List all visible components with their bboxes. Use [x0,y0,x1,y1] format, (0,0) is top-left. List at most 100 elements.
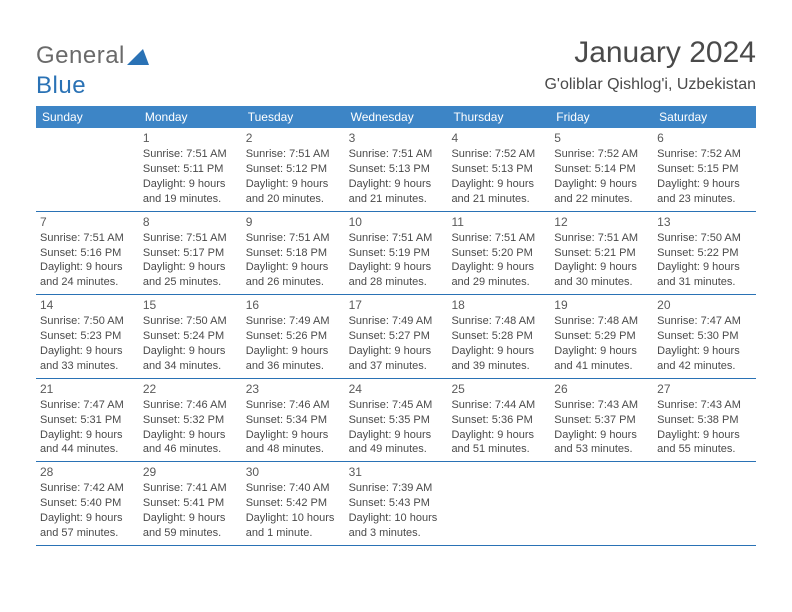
daylight-text: Daylight: 9 hours and 21 minutes. [451,177,546,207]
sunrise-text: Sunrise: 7:48 AM [554,314,649,329]
dayhead-mon: Monday [139,106,242,128]
sunrise-text: Sunrise: 7:46 AM [246,398,341,413]
day-number: 19 [554,297,649,313]
sunrise-text: Sunrise: 7:47 AM [40,398,135,413]
daylight-text: Daylight: 9 hours and 36 minutes. [246,344,341,374]
calendar-cell: 29Sunrise: 7:41 AMSunset: 5:41 PMDayligh… [139,462,242,545]
day-number: 6 [657,130,752,146]
sunrise-text: Sunrise: 7:43 AM [657,398,752,413]
calendar-cell: 31Sunrise: 7:39 AMSunset: 5:43 PMDayligh… [345,462,448,545]
daylight-text: Daylight: 9 hours and 49 minutes. [349,428,444,458]
calendar-cell: 24Sunrise: 7:45 AMSunset: 5:35 PMDayligh… [345,379,448,462]
day-number: 28 [40,464,135,480]
sunset-text: Sunset: 5:35 PM [349,413,444,428]
sunset-text: Sunset: 5:13 PM [349,162,444,177]
daylight-text: Daylight: 10 hours and 3 minutes. [349,511,444,541]
daylight-text: Daylight: 9 hours and 20 minutes. [246,177,341,207]
calendar-cell: 21Sunrise: 7:47 AMSunset: 5:31 PMDayligh… [36,379,139,462]
day-number: 11 [451,214,546,230]
sunrise-text: Sunrise: 7:49 AM [349,314,444,329]
logo: General Blue [36,42,149,100]
calendar-cell: 14Sunrise: 7:50 AMSunset: 5:23 PMDayligh… [36,295,139,378]
sunset-text: Sunset: 5:20 PM [451,246,546,261]
sunset-text: Sunset: 5:38 PM [657,413,752,428]
sunset-text: Sunset: 5:17 PM [143,246,238,261]
day-number: 17 [349,297,444,313]
daylight-text: Daylight: 9 hours and 31 minutes. [657,260,752,290]
day-number: 10 [349,214,444,230]
sunset-text: Sunset: 5:18 PM [246,246,341,261]
sunrise-text: Sunrise: 7:52 AM [554,147,649,162]
dayhead-wed: Wednesday [345,106,448,128]
daylight-text: Daylight: 9 hours and 42 minutes. [657,344,752,374]
day-number: 27 [657,381,752,397]
day-number: 24 [349,381,444,397]
calendar-week: 14Sunrise: 7:50 AMSunset: 5:23 PMDayligh… [36,295,756,379]
daylight-text: Daylight: 9 hours and 22 minutes. [554,177,649,207]
day-number: 1 [143,130,238,146]
sunrise-text: Sunrise: 7:51 AM [349,231,444,246]
sunrise-text: Sunrise: 7:39 AM [349,481,444,496]
day-number: 23 [246,381,341,397]
calendar-cell: 1Sunrise: 7:51 AMSunset: 5:11 PMDaylight… [139,128,242,211]
daylight-text: Daylight: 9 hours and 55 minutes. [657,428,752,458]
sunset-text: Sunset: 5:42 PM [246,496,341,511]
sunset-text: Sunset: 5:34 PM [246,413,341,428]
daylight-text: Daylight: 9 hours and 57 minutes. [40,511,135,541]
day-number: 12 [554,214,649,230]
sunrise-text: Sunrise: 7:43 AM [554,398,649,413]
dayhead-sat: Saturday [653,106,756,128]
sunrise-text: Sunrise: 7:49 AM [246,314,341,329]
calendar-cell [36,128,139,211]
daylight-text: Daylight: 9 hours and 33 minutes. [40,344,135,374]
calendar-cell: 2Sunrise: 7:51 AMSunset: 5:12 PMDaylight… [242,128,345,211]
calendar-cell: 17Sunrise: 7:49 AMSunset: 5:27 PMDayligh… [345,295,448,378]
sunrise-text: Sunrise: 7:51 AM [143,231,238,246]
sunset-text: Sunset: 5:37 PM [554,413,649,428]
daylight-text: Daylight: 9 hours and 41 minutes. [554,344,649,374]
dayhead-fri: Friday [550,106,653,128]
daylight-text: Daylight: 9 hours and 26 minutes. [246,260,341,290]
day-number: 30 [246,464,341,480]
sunset-text: Sunset: 5:16 PM [40,246,135,261]
calendar-cell: 19Sunrise: 7:48 AMSunset: 5:29 PMDayligh… [550,295,653,378]
day-number: 3 [349,130,444,146]
calendar-week: 1Sunrise: 7:51 AMSunset: 5:11 PMDaylight… [36,128,756,212]
sunrise-text: Sunrise: 7:51 AM [246,231,341,246]
calendar-cell: 8Sunrise: 7:51 AMSunset: 5:17 PMDaylight… [139,212,242,295]
sunset-text: Sunset: 5:26 PM [246,329,341,344]
sunset-text: Sunset: 5:30 PM [657,329,752,344]
daylight-text: Daylight: 9 hours and 23 minutes. [657,177,752,207]
day-number: 14 [40,297,135,313]
sunset-text: Sunset: 5:43 PM [349,496,444,511]
day-number: 18 [451,297,546,313]
daylight-text: Daylight: 9 hours and 30 minutes. [554,260,649,290]
calendar-cell [447,462,550,545]
sunrise-text: Sunrise: 7:40 AM [246,481,341,496]
sunrise-text: Sunrise: 7:48 AM [451,314,546,329]
calendar-week: 21Sunrise: 7:47 AMSunset: 5:31 PMDayligh… [36,379,756,463]
daylight-text: Daylight: 9 hours and 21 minutes. [349,177,444,207]
sunset-text: Sunset: 5:36 PM [451,413,546,428]
sunrise-text: Sunrise: 7:51 AM [40,231,135,246]
sunrise-text: Sunrise: 7:50 AM [40,314,135,329]
day-number: 29 [143,464,238,480]
dayhead-tue: Tuesday [242,106,345,128]
sunrise-text: Sunrise: 7:52 AM [451,147,546,162]
sunset-text: Sunset: 5:15 PM [657,162,752,177]
dayhead-sun: Sunday [36,106,139,128]
day-number: 8 [143,214,238,230]
calendar-cell [653,462,756,545]
daylight-text: Daylight: 9 hours and 59 minutes. [143,511,238,541]
sunrise-text: Sunrise: 7:50 AM [143,314,238,329]
sunset-text: Sunset: 5:24 PM [143,329,238,344]
calendar-cell: 15Sunrise: 7:50 AMSunset: 5:24 PMDayligh… [139,295,242,378]
daylight-text: Daylight: 9 hours and 37 minutes. [349,344,444,374]
calendar-cell: 3Sunrise: 7:51 AMSunset: 5:13 PMDaylight… [345,128,448,211]
day-number: 5 [554,130,649,146]
calendar-cell: 5Sunrise: 7:52 AMSunset: 5:14 PMDaylight… [550,128,653,211]
sunset-text: Sunset: 5:28 PM [451,329,546,344]
day-number: 15 [143,297,238,313]
daylight-text: Daylight: 9 hours and 53 minutes. [554,428,649,458]
day-number: 20 [657,297,752,313]
